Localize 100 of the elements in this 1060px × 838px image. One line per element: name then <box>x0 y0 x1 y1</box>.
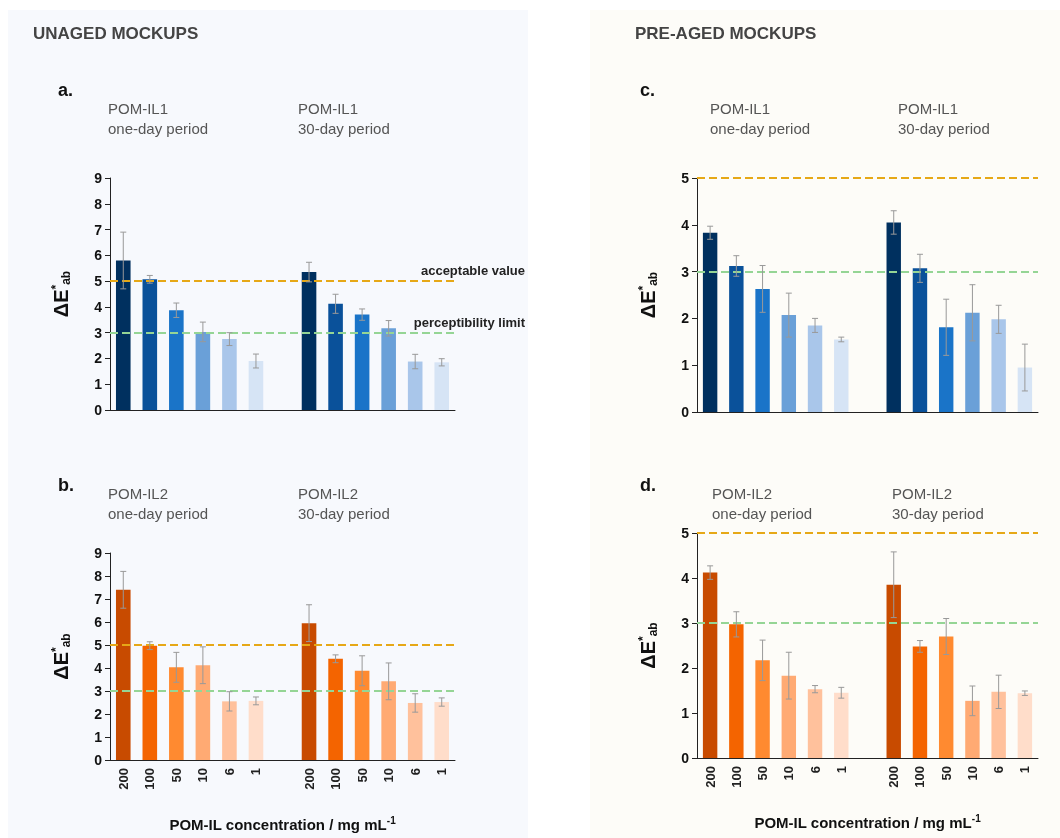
bar <box>1017 367 1033 412</box>
y-tick-label: 3 <box>94 683 103 699</box>
y-tick-label: 0 <box>94 752 103 768</box>
x-tick-label: 1 <box>1017 766 1033 774</box>
y-tick-label: 5 <box>94 637 103 653</box>
bar <box>301 623 317 760</box>
bar <box>142 279 158 410</box>
x-tick-label: 6 <box>407 768 423 776</box>
bar <box>407 702 423 760</box>
ref-line-label: acceptable value <box>420 263 525 279</box>
bar <box>965 312 980 412</box>
bar <box>991 691 1006 758</box>
bar <box>354 314 370 410</box>
bar <box>912 646 928 758</box>
y-tick-label: 3 <box>94 324 103 341</box>
bar <box>938 327 954 412</box>
bar <box>407 361 423 410</box>
x-tick-label: 100 <box>912 766 928 788</box>
text: b. <box>58 475 74 495</box>
bar <box>328 658 343 760</box>
x-tick-label: 6 <box>221 768 237 776</box>
y-axis-title: ΔE*ab <box>636 622 660 669</box>
y-tick-label: 9 <box>94 545 103 561</box>
bar <box>938 636 954 758</box>
x-tick-label: 200 <box>301 768 317 790</box>
y-tick-label: 0 <box>681 750 690 766</box>
bar <box>912 268 928 412</box>
bar <box>381 328 396 410</box>
y-tick-label: 1 <box>94 729 103 745</box>
bar <box>755 660 770 758</box>
bar <box>142 645 158 760</box>
y-tick-label: 1 <box>94 376 103 393</box>
x-tick-label: 50 <box>938 766 954 781</box>
bar <box>1017 693 1033 758</box>
bar <box>195 665 211 760</box>
bar <box>781 675 797 758</box>
bar <box>169 310 184 410</box>
bar <box>195 331 211 410</box>
y-tick-label: 8 <box>94 195 103 212</box>
bar <box>729 624 744 758</box>
x-tick-label: 10 <box>381 768 397 783</box>
bar <box>222 701 237 760</box>
text: POM-IL1 30-day period <box>298 99 390 137</box>
text: POM-IL1 one-day period <box>710 99 811 137</box>
x-tick-label: 1 <box>434 768 450 776</box>
y-tick-label: 5 <box>94 273 103 290</box>
bar <box>222 339 237 410</box>
bar <box>702 572 718 758</box>
bar <box>354 670 370 760</box>
x-tick-label: 200 <box>702 766 718 788</box>
bar <box>301 272 317 410</box>
x-tick-label: 100 <box>328 768 344 790</box>
y-axis-title: ΔE*ab <box>49 633 73 680</box>
x-tick-label: 1 <box>248 768 264 776</box>
bar <box>328 303 343 410</box>
bar <box>248 700 264 760</box>
y-tick-label: 2 <box>94 706 103 722</box>
text: POM-IL1 one-day period <box>108 99 209 137</box>
y-tick-label: 1 <box>681 705 690 721</box>
y-axis-title: ΔE*ab <box>49 270 73 318</box>
y-axis-title: ΔE*ab <box>636 271 660 319</box>
ref-line-label: perceptibility limit <box>413 314 526 330</box>
bar <box>965 700 980 758</box>
bar <box>755 288 770 412</box>
x-tick-label: 100 <box>728 766 744 788</box>
y-tick-label: 4 <box>94 298 103 315</box>
bar <box>807 325 823 412</box>
y-tick-label: 7 <box>94 591 103 607</box>
x-tick-label: 1 <box>833 766 849 774</box>
bar <box>248 361 264 410</box>
y-tick-label: 0 <box>94 402 103 418</box>
bar <box>886 222 901 412</box>
x-tick-label: 50 <box>168 768 184 783</box>
bar <box>781 315 797 412</box>
x-tick-label: 200 <box>115 768 131 790</box>
y-tick-label: 3 <box>681 263 690 280</box>
bar <box>834 692 849 758</box>
y-tick-label: 9 <box>94 170 103 186</box>
y-tick-label: 4 <box>681 216 690 233</box>
text: c. <box>640 80 656 100</box>
chart-title: UNAGED MOCKUPS <box>33 24 199 43</box>
text: POM-IL1 30-day period <box>898 99 990 137</box>
y-tick-label: 1 <box>681 357 690 374</box>
x-tick-label: 50 <box>354 768 370 783</box>
y-tick-label: 4 <box>681 570 690 586</box>
y-tick-label: 3 <box>681 615 690 631</box>
bar <box>834 339 849 412</box>
y-tick-label: 6 <box>94 247 103 264</box>
text: d. <box>640 475 656 495</box>
y-tick-label: 6 <box>94 614 103 630</box>
bar <box>115 589 131 760</box>
y-tick-label: 0 <box>681 404 690 420</box>
bar <box>729 265 744 412</box>
chart-title: PRE-AGED MOCKUPS <box>635 24 817 43</box>
text: POM-IL2 one-day period <box>712 484 813 522</box>
x-tick-label: 6 <box>807 766 823 774</box>
y-tick-label: 2 <box>681 310 690 327</box>
y-tick-label: 4 <box>94 660 103 676</box>
text: POM-IL2 one-day period <box>108 484 209 522</box>
y-tick-label: 2 <box>94 350 103 367</box>
